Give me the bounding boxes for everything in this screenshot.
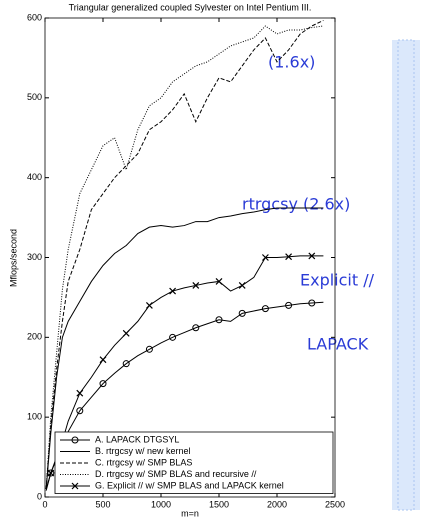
marker [122,329,130,337]
marker [238,309,246,317]
marker [215,278,223,285]
y-tick-label: 500 [27,92,42,102]
x-tick-label: 1500 [209,499,229,509]
legend-box [54,431,334,494]
y-axis-label: Mflops/second [8,229,18,287]
marker [215,316,223,324]
y-tick-label: 0 [37,491,42,501]
legend-label: D. rtrgcsy w/ SMP BLAS and recursive // [95,469,257,479]
legend-label: G. Explicit // w/ SMP BLAS and LAPACK ke… [95,480,284,490]
marker [192,282,200,289]
marker [308,252,316,260]
marker [308,299,316,307]
marker [261,305,269,313]
annotation: Explicit // [300,271,375,290]
y-tick-label: 100 [27,412,42,422]
y-tick-label: 300 [27,252,42,262]
x-tick-label: 2000 [267,499,287,509]
marker [145,345,153,353]
x-tick-label: 500 [95,499,110,509]
marker [71,482,79,490]
line [45,301,324,490]
marker [76,389,84,397]
line [45,207,324,490]
marker [285,301,293,309]
y-tick-label: 400 [27,172,42,182]
x-tick-label: 2500 [325,499,345,509]
marker [122,360,130,368]
x-tick-label: 1000 [151,499,171,509]
y-tick-label: 200 [27,332,42,342]
y-tick-label: 600 [27,12,42,22]
x-axis-label: m=n [181,508,199,518]
marker [169,333,177,341]
marker [145,301,153,309]
annotation: (1.6x) [268,53,315,72]
marker [238,282,246,289]
marker [99,380,107,388]
line [45,25,324,490]
marker [99,356,107,364]
marker [47,469,55,477]
decor-stripe-pattern [397,39,415,511]
marker [169,287,177,295]
marker [76,407,84,415]
annotation: LAPACK [307,335,369,354]
marker [285,253,293,261]
line [45,19,324,490]
chart-title: Triangular generalized coupled Sylvester… [69,2,312,12]
decor-stripe [392,40,420,510]
x-tick-label: 0 [42,499,47,509]
marker [71,436,79,444]
legend-label: A. LAPACK DTGSYL [95,434,179,444]
legend-label: B. rtrgcsy w/ new kernel [95,446,191,456]
marker [261,254,269,261]
legend-label: C. rtrgcsy w/ SMP BLAS [95,457,192,467]
marker [192,324,200,332]
